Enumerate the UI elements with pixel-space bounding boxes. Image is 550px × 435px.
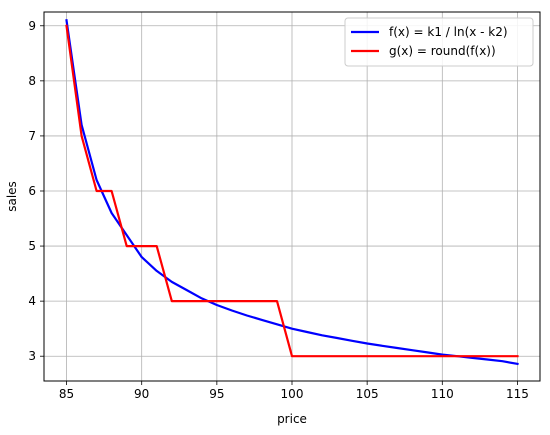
x-tick-label: 100 — [281, 387, 304, 401]
y-tick-label: 6 — [28, 184, 36, 198]
series-line-2 — [65, 24, 519, 358]
x-tick-label: 85 — [59, 387, 74, 401]
legend: f(x) = k1 / ln(x - k2) g(x) = round(f(x)) — [344, 17, 534, 67]
y-axis-label: sales — [5, 181, 19, 212]
series-line-1 — [65, 19, 519, 366]
y-tick-label: 8 — [28, 74, 36, 88]
legend-box — [344, 17, 534, 67]
y-tick-label: 7 — [28, 129, 36, 143]
legend-label-2: g(x) = round(f(x)) — [389, 44, 496, 58]
x-axis-label: price — [277, 412, 307, 426]
y-tick-label: 5 — [28, 239, 36, 253]
grid — [44, 12, 540, 381]
x-tick-label: 105 — [356, 387, 379, 401]
legend-label-1: f(x) = k1 / ln(x - k2) — [389, 25, 508, 39]
y-tick-label: 3 — [28, 349, 36, 363]
x-tick-label: 90 — [134, 387, 149, 401]
y-axis-ticks: 3 4 5 6 7 8 9 — [28, 19, 44, 363]
y-tick-label: 4 — [28, 294, 36, 308]
y-tick-label: 9 — [28, 19, 36, 33]
x-tick-label: 115 — [506, 387, 529, 401]
series-layer — [65, 19, 519, 366]
x-tick-label: 95 — [209, 387, 224, 401]
x-axis-ticks: 85 90 95 100 105 110 115 — [59, 381, 529, 401]
x-tick-label: 110 — [431, 387, 454, 401]
